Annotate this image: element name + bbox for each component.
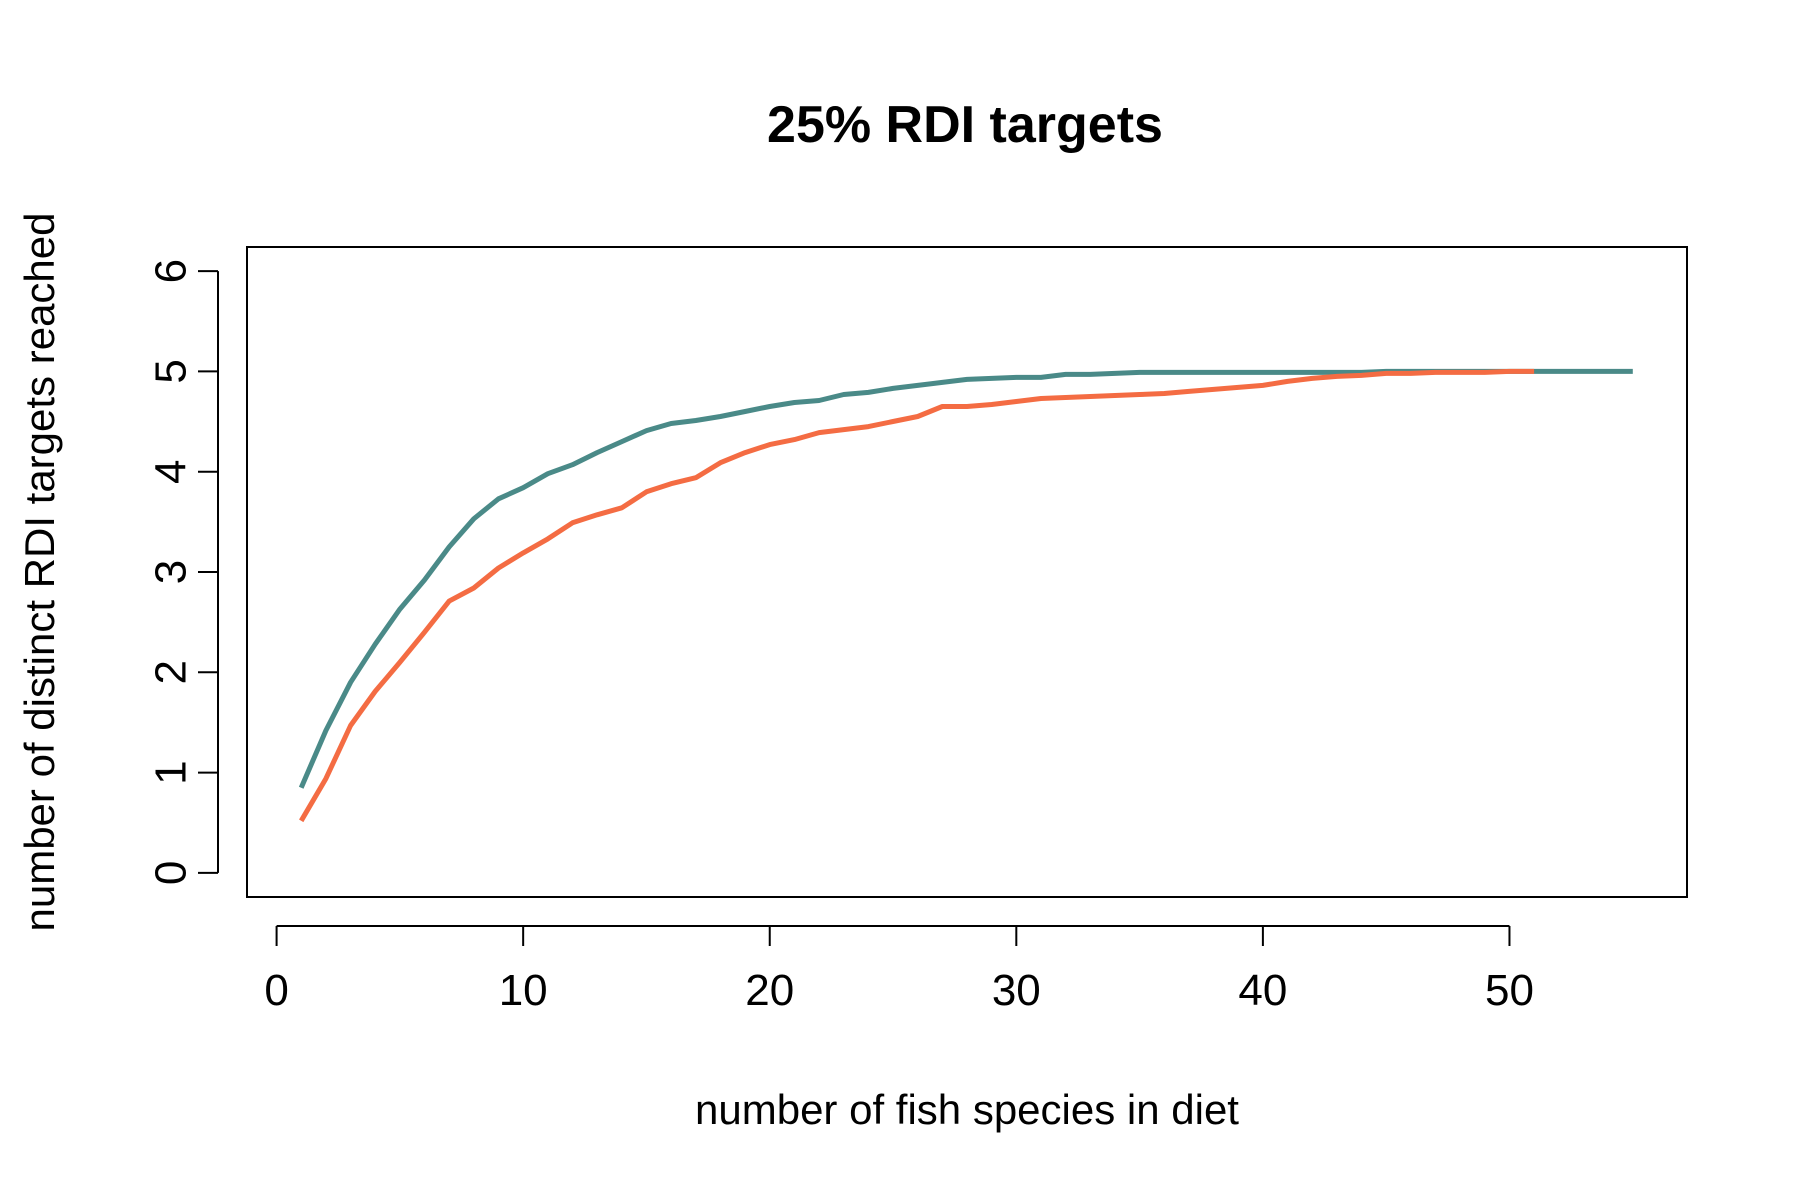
y-tick-label: 1 xyxy=(147,760,196,784)
series-group xyxy=(298,368,1633,823)
x-tick-label: 10 xyxy=(499,966,548,1015)
y-tick-label: 2 xyxy=(147,660,196,684)
y-tick-label: 6 xyxy=(147,259,196,283)
x-axis-label: number of fish species in diet xyxy=(695,1086,1239,1133)
y-axis: 0 1 2 3 4 5 6 xyxy=(147,259,219,885)
y-tick-label: 4 xyxy=(147,459,196,483)
y-axis-label: number of distinct RDI targets reached xyxy=(16,212,63,931)
x-tick-label: 0 xyxy=(264,966,288,1015)
x-tick-label: 50 xyxy=(1485,966,1534,1015)
series-line-1 xyxy=(298,368,1633,789)
chart-title: 25% RDI targets xyxy=(767,96,1163,154)
x-tick-label: 30 xyxy=(992,966,1041,1015)
x-tick-label: 20 xyxy=(745,966,794,1015)
plot-frame xyxy=(246,246,1688,898)
y-tick-label: 3 xyxy=(147,560,196,584)
y-tick-label: 5 xyxy=(147,359,196,383)
x-tick-label: 40 xyxy=(1238,966,1287,1015)
x-axis: 0 10 20 30 40 50 xyxy=(264,925,1534,1015)
y-tick-label: 0 xyxy=(147,861,196,885)
series-line-2 xyxy=(299,368,1535,823)
